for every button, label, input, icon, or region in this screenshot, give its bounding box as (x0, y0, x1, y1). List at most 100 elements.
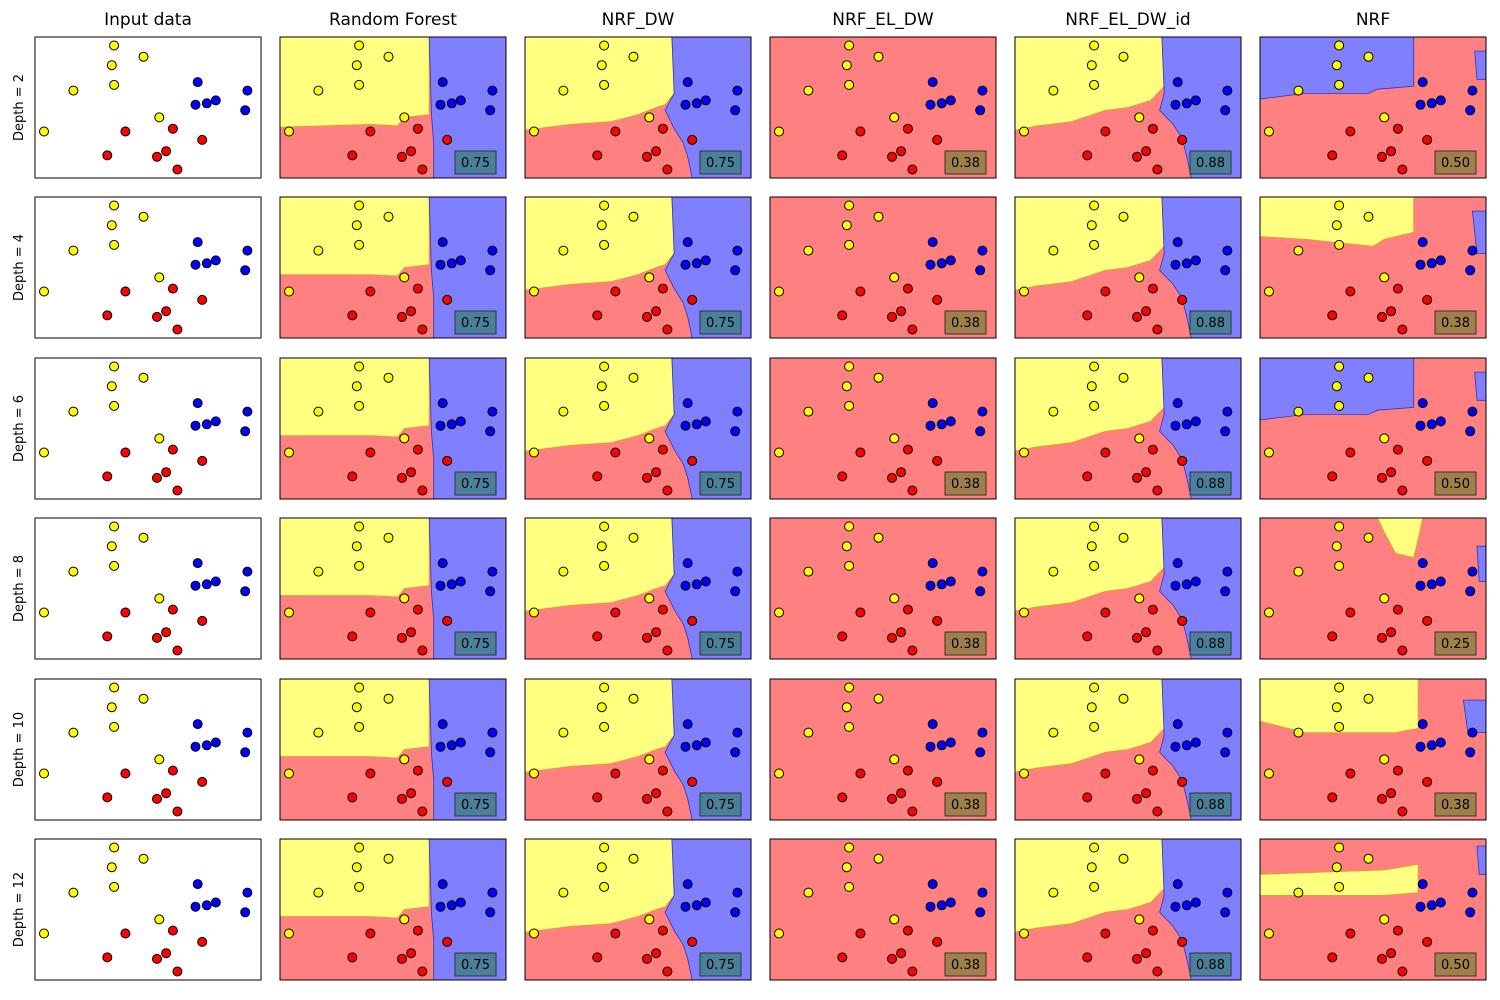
data-point-blue (730, 265, 741, 276)
subplot-input-data-depth-12 (34, 838, 262, 981)
data-point-blue (437, 558, 448, 569)
data-point-yellow (351, 862, 362, 873)
data-point-red (592, 792, 603, 803)
data-point-yellow (106, 60, 117, 71)
data-point-red (610, 126, 621, 137)
data-point-blue (730, 747, 741, 758)
score-label: 0.75 (706, 156, 735, 171)
data-point-red (406, 627, 417, 638)
data-point-yellow (399, 112, 410, 123)
data-point-red (592, 952, 603, 963)
plot-frame (1014, 357, 1242, 500)
data-point-blue (680, 99, 691, 110)
data-point-yellow (529, 607, 539, 618)
score-label: 0.88 (1196, 316, 1225, 331)
data-point-red (896, 146, 907, 157)
data-point-red (907, 645, 918, 656)
data-point-blue (682, 558, 693, 569)
data-point-blue (1172, 237, 1183, 248)
data-point-yellow (1089, 842, 1100, 853)
data-point-blue (1220, 426, 1231, 437)
data-point-yellow (138, 853, 149, 864)
data-point-yellow (1334, 400, 1345, 411)
data-point-red (412, 765, 423, 776)
data-point-yellow (1048, 85, 1059, 96)
score-box (454, 471, 497, 496)
score-box (944, 631, 987, 656)
data-point-red (1377, 472, 1387, 483)
data-point-yellow (844, 560, 855, 571)
data-point-yellow (1379, 914, 1390, 925)
data-point-blue (936, 579, 947, 590)
data-point-blue (1170, 580, 1181, 591)
data-point-red (896, 306, 907, 317)
data-point-red (642, 953, 652, 964)
data-point-red (1152, 966, 1163, 977)
data-point-blue (437, 237, 448, 248)
data-point-yellow (284, 126, 294, 137)
column-title-nrf-el-dw: NRF_EL_DW (832, 10, 934, 30)
data-point-yellow (599, 881, 610, 892)
data-point-red (1327, 792, 1338, 803)
data-point-red (120, 928, 131, 939)
data-point-blue (1220, 105, 1231, 116)
data-point-yellow (599, 361, 610, 372)
data-point-red (406, 306, 417, 317)
data-point-blue (730, 426, 741, 437)
data-point-blue (925, 99, 936, 110)
data-point-red (687, 615, 698, 626)
data-point-yellow (351, 60, 362, 71)
data-point-yellow (1264, 126, 1274, 137)
plot-frame (34, 36, 262, 179)
data-point-red (1392, 444, 1403, 455)
data-point-blue (1415, 420, 1426, 431)
data-point-red (417, 966, 428, 977)
data-point-red (1377, 632, 1387, 643)
data-point-yellow (109, 361, 120, 372)
data-point-red (662, 485, 673, 496)
data-point-blue (936, 98, 947, 109)
data-point-yellow (1334, 40, 1345, 51)
data-point-blue (455, 576, 466, 587)
subplot-nrf-dw-depth-4: 0.75 (524, 196, 752, 339)
data-point-blue (201, 258, 212, 269)
data-point-blue (700, 576, 711, 587)
score-box (944, 150, 987, 175)
data-point-red (657, 444, 668, 455)
data-point-blue (192, 719, 203, 730)
data-point-yellow (774, 768, 784, 779)
data-point-red (1345, 928, 1356, 939)
data-point-blue (1190, 897, 1201, 908)
data-point-red (651, 788, 662, 799)
data-point-red (347, 631, 358, 642)
data-point-blue (1190, 416, 1201, 427)
data-point-blue (927, 398, 938, 409)
data-point-blue (201, 419, 212, 430)
data-point-blue (975, 426, 986, 437)
data-point-yellow (873, 372, 884, 383)
data-point-blue (435, 259, 446, 270)
data-point-yellow (841, 220, 852, 231)
data-point-blue (925, 741, 936, 752)
subplot-nrf-el-dw-id-depth-10: 0.88 (1014, 678, 1242, 821)
score-label: 0.38 (1441, 798, 1470, 813)
data-point-red (412, 925, 423, 936)
data-point-red (417, 645, 428, 656)
data-point-yellow (1089, 881, 1100, 892)
data-point-blue (455, 255, 466, 266)
score-label: 0.75 (461, 958, 490, 973)
data-point-blue (242, 245, 253, 256)
data-point-yellow (529, 126, 539, 137)
data-point-red (365, 928, 376, 939)
data-point-red (1422, 936, 1433, 947)
data-point-red (152, 953, 162, 964)
data-point-blue (190, 580, 201, 591)
plot-frame (34, 838, 262, 981)
data-point-blue (1417, 879, 1428, 890)
data-point-blue (975, 586, 986, 597)
data-point-red (347, 471, 358, 482)
data-point-red (347, 792, 358, 803)
score-label: 0.50 (1441, 958, 1470, 973)
data-point-yellow (844, 239, 855, 250)
data-point-red (1141, 146, 1152, 157)
